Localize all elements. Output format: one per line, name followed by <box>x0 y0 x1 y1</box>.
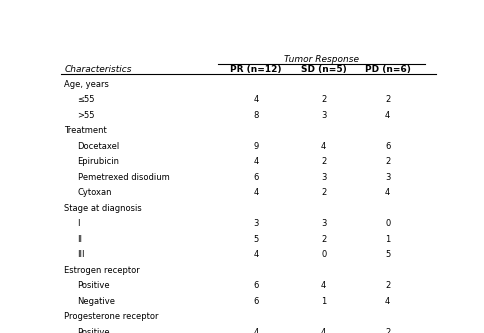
Text: 6: 6 <box>253 173 258 182</box>
Text: 1: 1 <box>384 235 390 244</box>
Text: Estrogen receptor: Estrogen receptor <box>64 266 140 275</box>
Text: 2: 2 <box>384 95 390 104</box>
Text: Pemetrexed disodium: Pemetrexed disodium <box>77 173 169 182</box>
Text: 2: 2 <box>320 95 326 104</box>
Text: 2: 2 <box>320 188 326 197</box>
Text: Positive: Positive <box>77 281 110 290</box>
Text: 4: 4 <box>384 111 390 120</box>
Text: 3: 3 <box>384 173 390 182</box>
Text: 0: 0 <box>384 219 390 228</box>
Text: >55: >55 <box>77 111 95 120</box>
Text: 3: 3 <box>320 219 326 228</box>
Text: Tumor Response: Tumor Response <box>284 56 359 65</box>
Text: Epirubicin: Epirubicin <box>77 157 119 166</box>
Text: 9: 9 <box>253 142 258 151</box>
Text: Docetaxel: Docetaxel <box>77 142 120 151</box>
Text: Treatment: Treatment <box>64 126 107 135</box>
Text: I: I <box>77 219 80 228</box>
Text: 3: 3 <box>320 173 326 182</box>
Text: 2: 2 <box>320 157 326 166</box>
Text: 4: 4 <box>320 142 326 151</box>
Text: 6: 6 <box>253 297 258 306</box>
Text: 2: 2 <box>384 328 390 333</box>
Text: II: II <box>77 235 82 244</box>
Text: 4: 4 <box>384 297 390 306</box>
Text: 4: 4 <box>320 281 326 290</box>
Text: 4: 4 <box>253 188 258 197</box>
Text: 1: 1 <box>320 297 326 306</box>
Text: 3: 3 <box>253 219 258 228</box>
Text: 6: 6 <box>384 142 390 151</box>
Text: 4: 4 <box>253 250 258 259</box>
Text: III: III <box>77 250 85 259</box>
Text: 4: 4 <box>253 328 258 333</box>
Text: PD (n=6): PD (n=6) <box>364 65 410 74</box>
Text: Age, years: Age, years <box>64 80 109 89</box>
Text: ≤55: ≤55 <box>77 95 95 104</box>
Text: Negative: Negative <box>77 297 115 306</box>
Text: 8: 8 <box>253 111 258 120</box>
Text: 3: 3 <box>320 111 326 120</box>
Text: 2: 2 <box>384 157 390 166</box>
Text: 2: 2 <box>320 235 326 244</box>
Text: Cytoxan: Cytoxan <box>77 188 112 197</box>
Text: 4: 4 <box>384 188 390 197</box>
Text: 6: 6 <box>253 281 258 290</box>
Text: 5: 5 <box>384 250 390 259</box>
Text: Characteristics: Characteristics <box>64 65 132 74</box>
Text: SD (n=5): SD (n=5) <box>300 65 346 74</box>
Text: 2: 2 <box>384 281 390 290</box>
Text: 4: 4 <box>253 95 258 104</box>
Text: Positive: Positive <box>77 328 110 333</box>
Text: Stage at diagnosis: Stage at diagnosis <box>64 204 142 213</box>
Text: Progesterone receptor: Progesterone receptor <box>64 312 159 321</box>
Text: 4: 4 <box>320 328 326 333</box>
Text: 4: 4 <box>253 157 258 166</box>
Text: 5: 5 <box>253 235 258 244</box>
Text: PR (n=12): PR (n=12) <box>230 65 281 74</box>
Text: 0: 0 <box>320 250 326 259</box>
